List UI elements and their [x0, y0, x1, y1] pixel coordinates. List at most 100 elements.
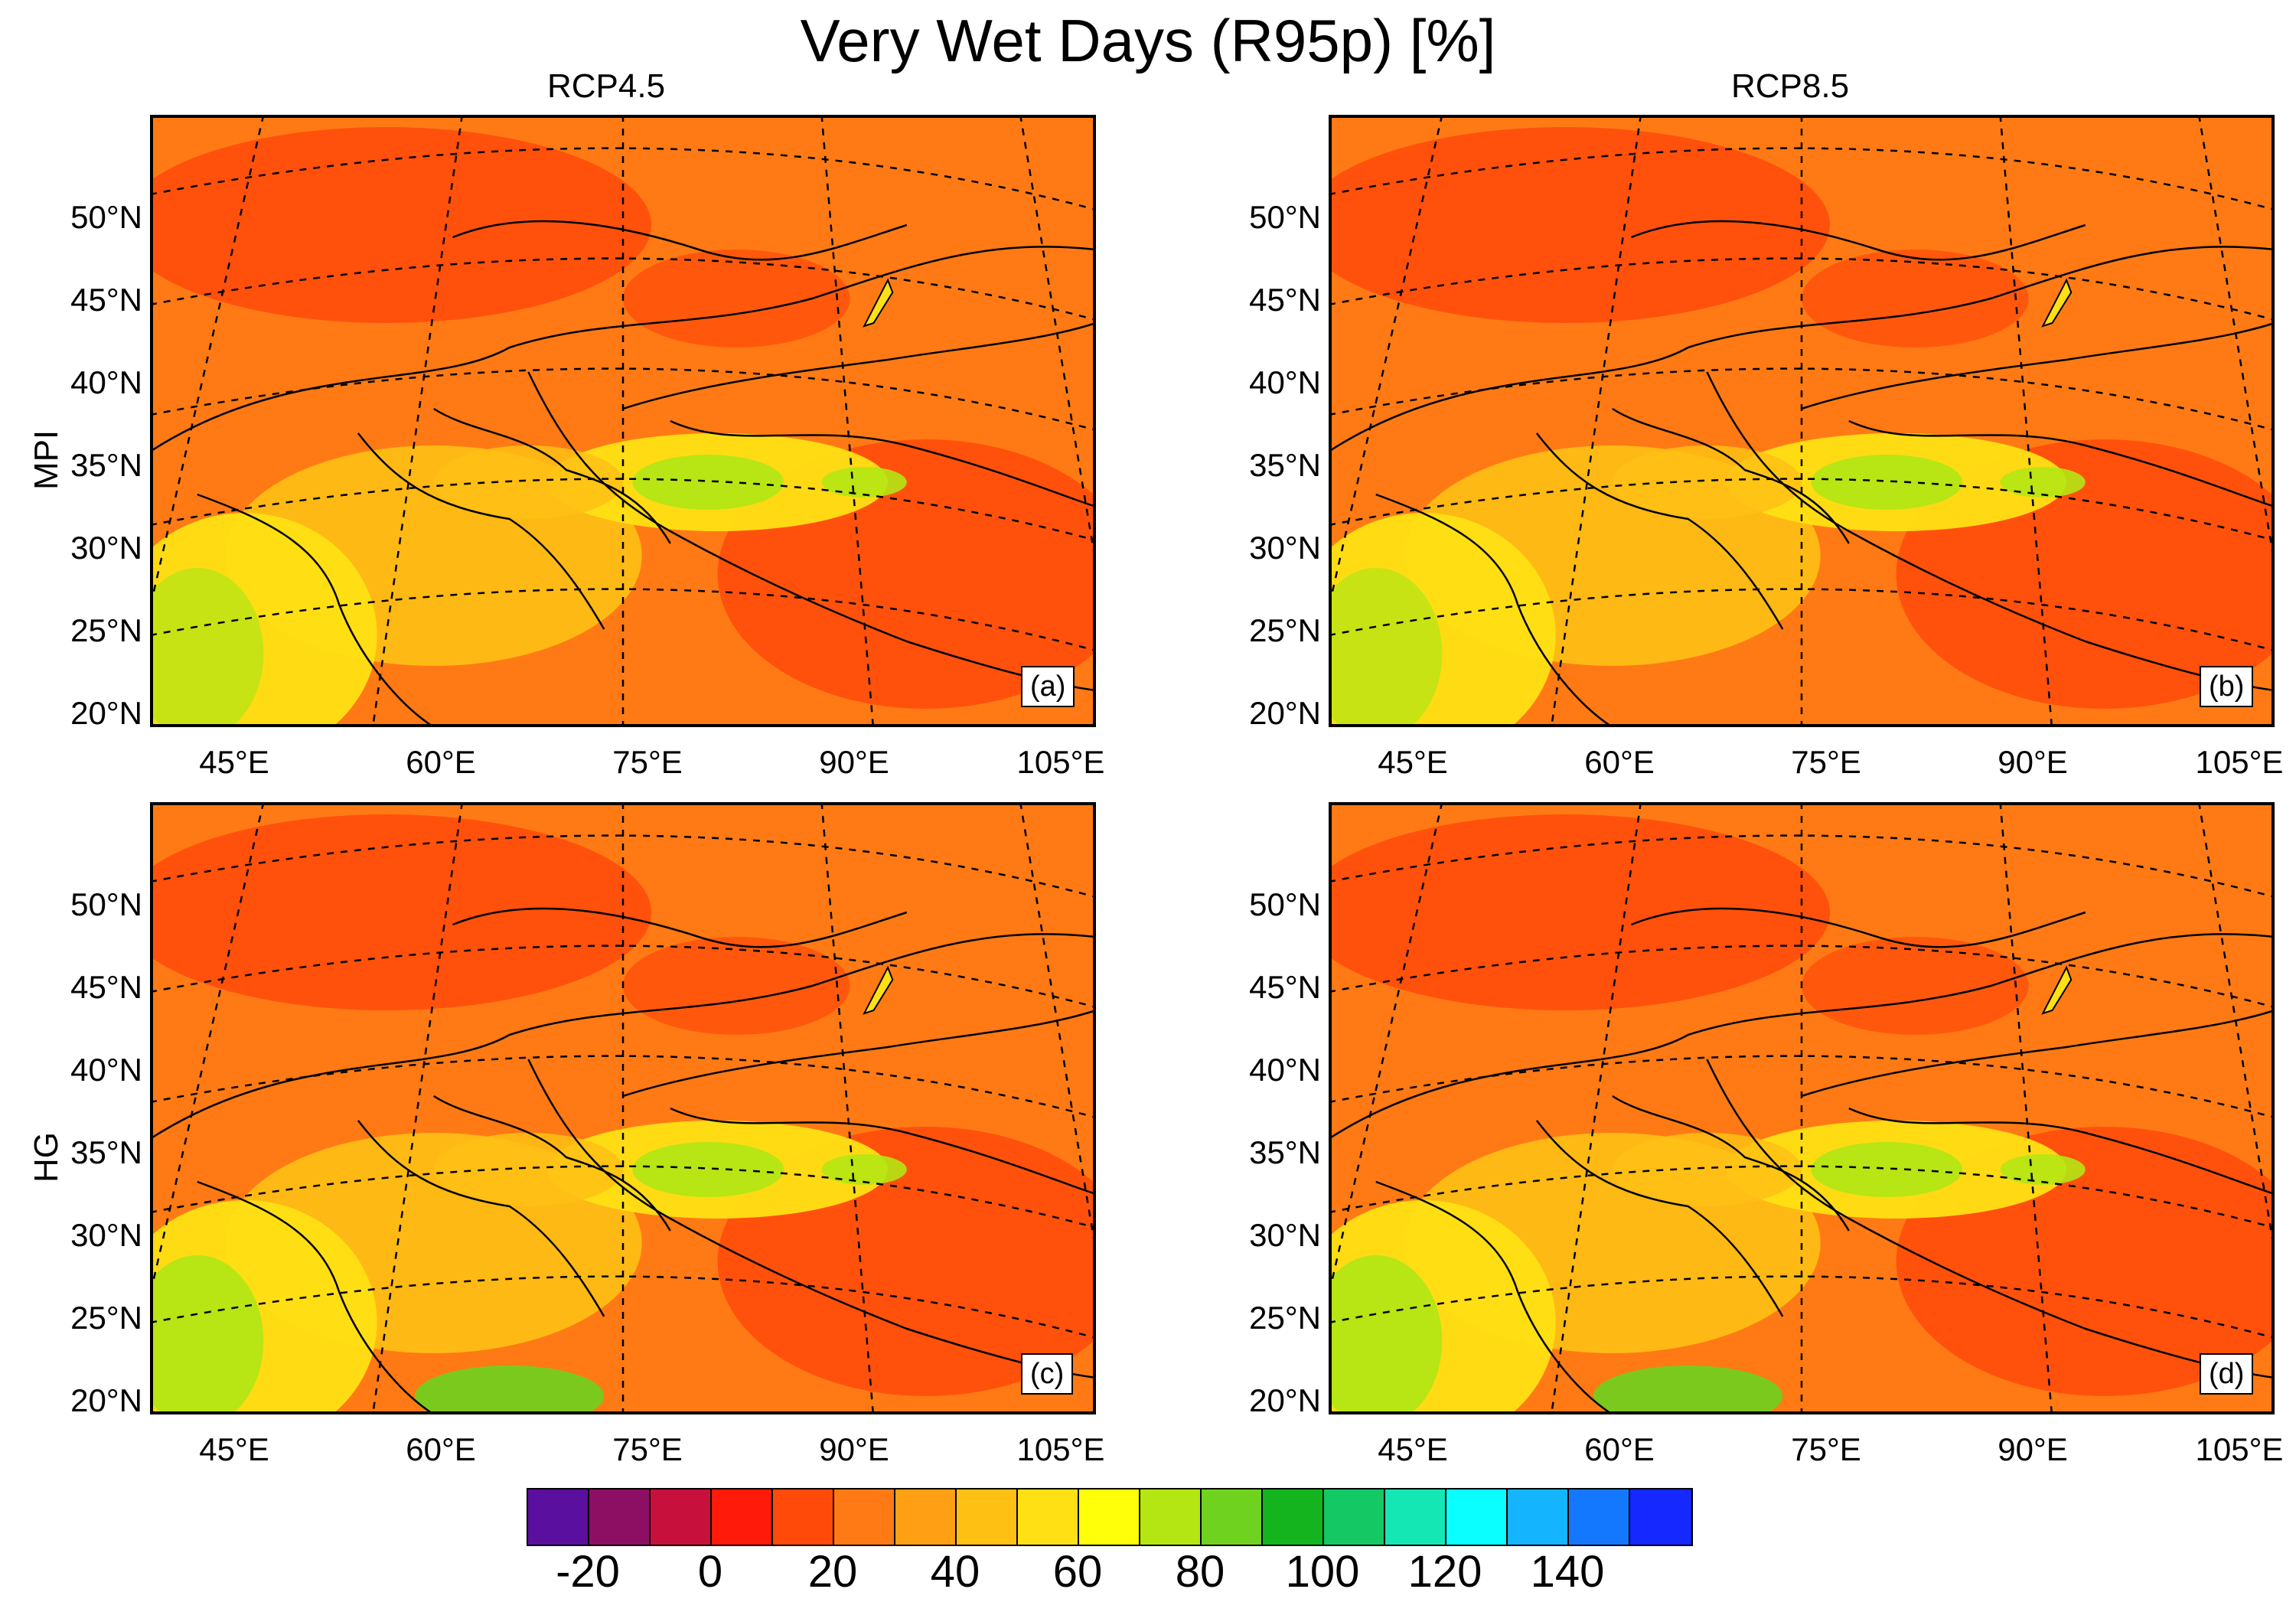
- mongolia-red-region: [623, 250, 850, 347]
- longitude-tick-label: 60°E: [1584, 744, 1655, 780]
- latitude-tick-label: 45°N: [70, 282, 142, 318]
- meridian-line: [371, 802, 464, 1414]
- latitude-line: [1329, 367, 2275, 432]
- latitude-line: [1329, 257, 2275, 321]
- panel-label: (c): [1021, 1353, 1074, 1395]
- meridian-line: [371, 115, 464, 727]
- longitude-tick-label: 45°E: [199, 744, 269, 780]
- panel-frame: [1329, 115, 2275, 727]
- latitude-line: [150, 257, 1096, 321]
- taklimakan-green-region: [1811, 455, 1963, 510]
- colorbar-swatch: [651, 1489, 712, 1545]
- country-border: [357, 432, 605, 630]
- country-border: [670, 419, 1096, 508]
- taklimakan-green-region: [1811, 1142, 1963, 1197]
- country-border: [1848, 419, 2275, 508]
- country-border: [150, 933, 1096, 1140]
- arabia-green-region: [150, 568, 264, 727]
- latitude-line: [150, 588, 1096, 652]
- qaidam-green-region: [821, 467, 907, 498]
- meridian-line: [820, 115, 875, 727]
- longitude-tick-label: 75°E: [1791, 744, 1861, 780]
- country-border: [527, 1059, 1096, 1379]
- longitude-tick-label: 90°E: [1998, 744, 2068, 780]
- lake-outline: [863, 278, 894, 328]
- lake-outline: [863, 965, 894, 1015]
- latitude-line: [1329, 1055, 2275, 1119]
- latitude-line: [150, 945, 1096, 1009]
- colorbar-tick-label: 60: [1052, 1547, 1103, 1597]
- latitude-line: [1329, 1165, 2275, 1229]
- latitude-tick-label: 20°N: [70, 695, 142, 731]
- figure-title: Very Wet Days (R95p) [%]: [800, 7, 1496, 74]
- colorbar-swatch: [1446, 1489, 1508, 1545]
- map-panel: [1329, 115, 2275, 727]
- latitude-tick-label: 20°N: [1249, 1382, 1321, 1418]
- latitude-line: [150, 1275, 1096, 1339]
- lake-outline: [2041, 278, 2073, 328]
- country-border: [197, 1180, 435, 1414]
- meridian-line: [1999, 115, 2053, 727]
- latitude-tick-label: 35°N: [1249, 447, 1321, 483]
- colorbar-swatch: [1508, 1489, 1569, 1545]
- longitude-tick-label: 105°E: [2195, 1431, 2284, 1467]
- longitude-tick-label: 45°E: [1378, 1431, 1448, 1467]
- latitude-tick-label: 45°N: [1249, 969, 1321, 1005]
- latitude-tick-label: 35°N: [1249, 1134, 1321, 1170]
- country-border: [1375, 1180, 1613, 1414]
- latitude-tick-label: 25°N: [70, 612, 142, 648]
- colorbar-swatch: [1018, 1489, 1079, 1545]
- colorbar: [527, 1488, 1693, 1546]
- colorbar-swatch: [712, 1489, 773, 1545]
- latitude-line: [1329, 945, 2275, 1009]
- map-field: [1329, 115, 2275, 727]
- country-border: [1801, 321, 2275, 410]
- country-border: [1801, 1009, 2275, 1098]
- northwest-red-region: [150, 814, 651, 1010]
- country-border: [452, 220, 908, 261]
- country-border: [1329, 246, 2275, 453]
- mongolia-red-region: [623, 937, 850, 1035]
- latitude-tick-label: 50°N: [1249, 199, 1321, 235]
- colorbar-tick-label: 100: [1285, 1547, 1360, 1597]
- country-border: [150, 246, 1096, 453]
- map-panel: [1329, 802, 2275, 1414]
- colorbar-swatch: [834, 1489, 895, 1545]
- colorbar-tick-label: 20: [807, 1547, 858, 1597]
- panel-label: (d): [2200, 1353, 2254, 1395]
- longitude-tick-label: 105°E: [2195, 744, 2284, 780]
- country-border: [622, 1009, 1096, 1098]
- country-border: [670, 1107, 1096, 1196]
- meridian-line: [1550, 115, 1642, 727]
- latitude-tick-label: 50°N: [70, 886, 142, 922]
- longitude-tick-label: 60°E: [1584, 1431, 1655, 1467]
- latitude-line: [150, 834, 1096, 899]
- colorbar-swatch: [957, 1489, 1018, 1545]
- taklimakan-green-region: [632, 1142, 784, 1197]
- longitude-tick-label: 75°E: [612, 744, 683, 780]
- country-border: [1848, 1107, 2275, 1196]
- colorbar-tick-label: 140: [1530, 1547, 1605, 1597]
- country-border: [1329, 933, 2275, 1140]
- country-border: [452, 907, 908, 948]
- latitude-tick-label: 40°N: [70, 1052, 142, 1088]
- panel-frame: [150, 115, 1096, 727]
- latitude-line: [1329, 834, 2275, 899]
- colorbar-swatch: [1263, 1489, 1324, 1545]
- longitude-tick-label: 60°E: [406, 1431, 476, 1467]
- latitude-line: [150, 1055, 1096, 1119]
- meridian-line: [820, 802, 875, 1414]
- latitude-tick-label: 30°N: [1249, 530, 1321, 566]
- colorbar-tick-label: 120: [1407, 1547, 1482, 1597]
- colorbar-swatch: [895, 1489, 957, 1545]
- latitude-tick-label: 35°N: [70, 1134, 142, 1170]
- latitude-tick-label: 30°N: [70, 530, 142, 566]
- country-border: [1535, 432, 1784, 630]
- longitude-tick-label: 90°E: [819, 1431, 889, 1467]
- map-field: [150, 115, 1096, 727]
- arabia-green-region: [1329, 1255, 1443, 1414]
- qaidam-green-region: [821, 1154, 907, 1185]
- longitude-tick-label: 90°E: [1998, 1431, 2068, 1467]
- qaidam-green-region: [2000, 1154, 2086, 1185]
- latitude-tick-label: 50°N: [70, 199, 142, 235]
